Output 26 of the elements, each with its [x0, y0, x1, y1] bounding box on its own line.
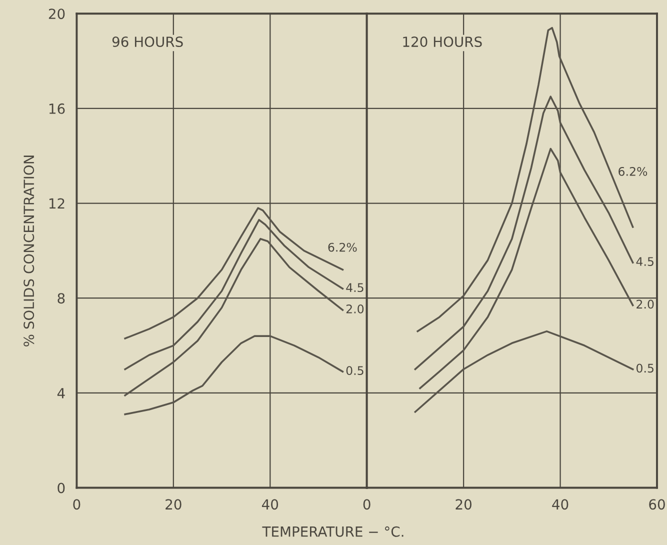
y-tick-label: 20 — [48, 8, 65, 20]
line-series — [124, 335, 344, 416]
y-tick-label: 8 — [58, 293, 65, 304]
y-tick-label: 12 — [49, 198, 64, 209]
text: 96 HOURS — [112, 36, 183, 48]
x-tick-label: 40 — [552, 499, 568, 510]
x-tick-label: 0 — [363, 499, 370, 510]
series-label: 6.2% — [618, 166, 648, 176]
series-label: 0.5 — [346, 366, 364, 376]
y-tick-label: 0 — [58, 482, 65, 494]
x-axis-title: TEMPERATURE − °C. — [262, 526, 404, 537]
text: 120 HOURS — [403, 36, 482, 48]
series-label: 2.0 — [636, 300, 654, 309]
series-label: 4.5 — [636, 257, 654, 266]
series-label: 4.5 — [346, 283, 364, 292]
series-label: 6.2% — [328, 242, 357, 252]
x-tick-label: 20 — [166, 499, 182, 510]
y-tick-label: 4 — [57, 388, 65, 398]
y-tick-label: 16 — [49, 103, 65, 114]
y-axis-title: % SOLIDS CONCENTRATION — [24, 156, 34, 346]
x-tick-label: 40 — [262, 499, 278, 510]
series-label: 0.5 — [636, 364, 654, 373]
x-tick-label: 20 — [456, 499, 472, 510]
x-tick-label: 0 — [73, 499, 80, 510]
series-label: 2.0 — [346, 304, 364, 314]
x-tick-label: 60 — [649, 499, 665, 510]
